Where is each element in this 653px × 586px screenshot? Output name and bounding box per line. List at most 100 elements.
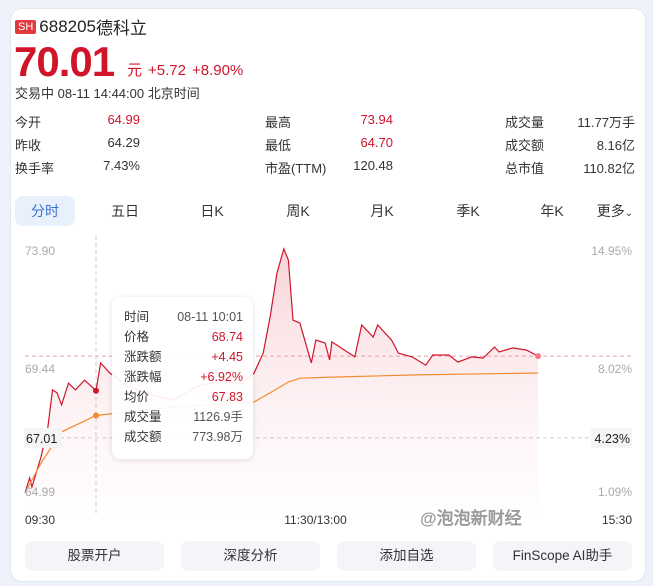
tooltip-value: +6.92%: [200, 370, 243, 384]
chart-tooltip: 时间 08-11 10:01 价格 68.74 涨跌额 +4.45 涨跌幅 +6.92% 均价 6…: [112, 297, 253, 459]
action-button-3[interactable]: FinScope AI助手: [493, 541, 632, 571]
action-buttons: 股票开户 深度分析 添加自选 FinScope AI助手: [25, 541, 633, 571]
tab-label: 更多: [596, 203, 625, 219]
tooltip-label: 涨跌额: [124, 350, 162, 364]
x-tick: 15:30: [602, 513, 632, 527]
y-tick-left: 69.44: [25, 362, 55, 376]
chevron-down-icon: ⌄: [624, 208, 634, 219]
watermark: @泡泡新财经: [420, 509, 522, 528]
tooltip-value: 68.74: [211, 330, 243, 344]
stat-value: 7.43%: [103, 158, 140, 173]
tab-1[interactable]: 五日: [95, 196, 155, 226]
tooltip-label: 价格: [124, 330, 150, 344]
tooltip-row: 时间 08-11 10:01: [124, 307, 243, 327]
stat-value: 110.82亿: [583, 161, 635, 176]
tooltip-value: 1126.9手: [193, 410, 243, 424]
tooltip-value: +4.45: [211, 350, 243, 364]
stat-label: 最高: [265, 115, 292, 130]
stock-header: SH 688205 德科立: [15, 14, 147, 39]
stat-8: 总市值 110.82亿: [505, 158, 635, 178]
tab-label: 月K: [370, 203, 394, 219]
tab-label: 日K: [200, 203, 224, 219]
stat-value: 64.70: [360, 135, 393, 150]
tab-6[interactable]: 年K: [522, 196, 582, 226]
stat-5: 成交额 8.16亿: [505, 135, 635, 155]
action-button-1[interactable]: 深度分析: [181, 541, 320, 571]
trading-status: 交易中 08-11 14:44:00 北京时间: [15, 86, 200, 101]
tooltip-label: 涨跌幅: [124, 370, 162, 384]
stat-label: 最低: [265, 138, 292, 153]
ref-pct-bg: [591, 427, 632, 448]
stat-4: 最低 64.70: [265, 135, 393, 155]
tooltip-label: 时间: [124, 310, 150, 324]
tab-label: 五日: [111, 203, 139, 219]
tooltip-value: 08-11 10:01: [177, 310, 243, 324]
tab-7[interactable]: 更多⌄: [585, 196, 645, 226]
change-amount: +5.72: [148, 62, 186, 79]
y-tick-left: 73.90: [25, 244, 55, 258]
x-tick: 09:30: [25, 513, 55, 527]
price-area: [25, 248, 539, 513]
tab-label: 周K: [286, 203, 310, 219]
stat-value: 64.29: [107, 135, 140, 150]
stat-label: 市盈(TTM): [265, 161, 327, 176]
y-tick-left: 64.99: [25, 485, 55, 499]
tab-0[interactable]: 分时: [15, 196, 75, 226]
stat-label: 昨收: [15, 138, 42, 153]
stat-label: 成交额: [505, 138, 545, 153]
stat-value: 73.94: [360, 112, 393, 127]
exchange-badge: SH: [15, 19, 37, 34]
stat-1: 最高 73.94: [265, 112, 393, 132]
price-unit: 元: [127, 62, 143, 79]
stat-0: 今开 64.99: [15, 112, 140, 132]
crosshair-avg-dot: [93, 412, 100, 419]
last-price-dot: [535, 353, 542, 360]
current-price: 70.01: [14, 38, 115, 85]
stat-label: 总市值: [505, 161, 545, 176]
tab-label: 季K: [456, 203, 480, 219]
tab-3[interactable]: 周K: [268, 196, 328, 226]
ref-label-bg: [24, 427, 62, 448]
crosshair-price-dot: [93, 387, 100, 394]
price-line: [24, 247, 539, 494]
tooltip-label: 成交额: [124, 430, 162, 444]
tab-5[interactable]: 季K: [438, 196, 498, 226]
tab-label: 分时: [31, 203, 59, 219]
y-tick-right: 8.02%: [598, 362, 632, 376]
stock-code: 688205: [39, 16, 97, 36]
stat-label: 今开: [15, 115, 42, 130]
action-button-0[interactable]: 股票开户: [25, 541, 164, 571]
stat-value: 11.77万手: [577, 115, 635, 130]
tooltip-row: 价格 68.74: [124, 327, 243, 347]
ref-pct-label: 4.23%: [595, 432, 630, 446]
tab-2[interactable]: 日K: [182, 196, 242, 226]
tooltip-row: 成交量 1126.9手: [124, 407, 243, 427]
tooltip-value: 773.98万: [192, 430, 243, 444]
tab-label: 年K: [540, 203, 564, 219]
change-percent: +8.90%: [191, 62, 244, 79]
tooltip-row: 均价 67.83: [124, 387, 243, 407]
ref-price-label: 67.01: [26, 432, 57, 446]
stat-label: 成交量: [505, 115, 545, 130]
tab-4[interactable]: 月K: [352, 196, 412, 226]
stock-name: 德科立: [96, 19, 148, 38]
stat-2: 成交量 11.77万手: [505, 112, 635, 132]
stat-label: 换手率: [15, 161, 55, 176]
stat-6: 换手率 7.43%: [15, 158, 140, 178]
stat-3: 昨收 64.29: [15, 135, 140, 155]
stat-7: 市盈(TTM) 120.48: [265, 158, 393, 178]
price-change: 元 +5.72 +8.90%: [127, 62, 249, 79]
tooltip-label: 均价: [124, 390, 150, 404]
stat-value: 120.48: [353, 158, 393, 173]
action-button-2[interactable]: 添加自选: [337, 541, 476, 571]
tooltip-label: 成交量: [124, 410, 162, 424]
tooltip-row: 涨跌额 +4.45: [124, 347, 243, 367]
y-tick-right: 1.09%: [598, 485, 632, 499]
tooltip-row: 成交额 773.98万: [124, 427, 243, 447]
tooltip-value: 67.83: [211, 390, 243, 404]
y-tick-right: 14.95%: [591, 244, 632, 258]
period-tabs: 分时 五日 日K 周K 月K 季K 年K 更多⌄: [15, 196, 633, 226]
tooltip-row: 涨跌幅 +6.92%: [124, 367, 243, 387]
x-tick: 11:30/13:00: [284, 513, 347, 527]
